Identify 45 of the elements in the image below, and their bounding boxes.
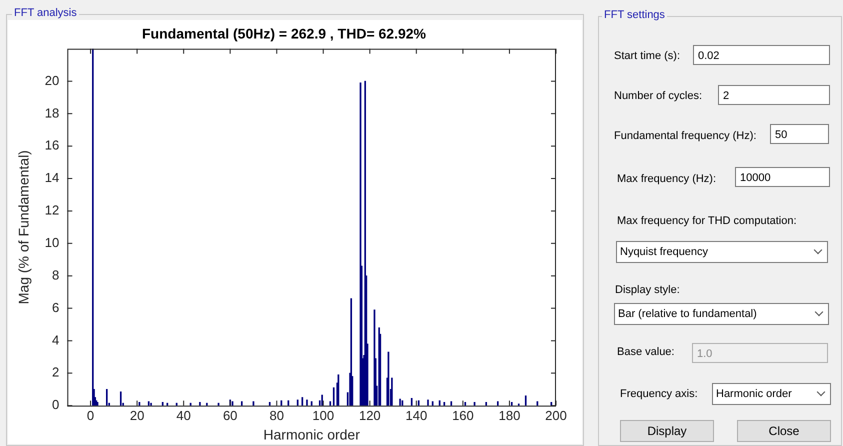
x-tick-label: 40 [176,408,191,423]
text: FFT analysis [14,7,77,19]
y-tick-label: 16 [44,138,60,153]
dropdown: Bar (relative to fundamental) [614,303,829,325]
text-field: 10000 [735,167,830,187]
text: Base value: [617,346,674,358]
text: Number of cycles: [614,90,702,102]
text-field: 0.02 [693,45,830,65]
x-tick-label: 60 [222,408,238,423]
dropdown: Harmonic order [712,383,831,405]
text-field: 2 [718,85,830,105]
x-tick-label: 180 [498,408,520,423]
text: Fundamental frequency (Hz): [614,130,756,142]
chart-title: Fundamental (50Hz) = 262.9 , THD= 62.92% [142,25,427,42]
text: Max frequency (Hz): [617,173,716,185]
x-tick-label: 20 [130,408,144,423]
y-axis-title: Mag (% of Fundamental) [15,150,32,304]
y-tick-label: 8 [52,267,60,282]
x-tick-label: 160 [452,408,474,423]
x-tick-label: 200 [545,408,567,423]
x-tick-label: 80 [269,408,284,423]
y-tick-label: 0 [52,397,60,412]
text: Max frequency for THD computation: [617,215,797,227]
x-tick-label: 140 [406,408,428,423]
text: Display style: [615,284,680,296]
y-tick-label: 14 [44,170,60,186]
button: Close [737,420,831,442]
y-tick-label: 12 [44,202,60,218]
y-tick-label: 4 [52,332,60,348]
text: FFT settings [604,9,665,21]
x-axis-title: Harmonic order [263,426,360,442]
text: Start time (s): [614,50,680,62]
x-tick-label: 120 [358,408,381,423]
text-field: 1.0 [692,343,828,363]
y-tick-label: 18 [44,105,60,120]
y-tick-label: 6 [52,300,60,315]
x-tick-label: 0 [86,408,94,423]
y-tick-label: 20 [44,72,60,88]
text-field: 50 [770,124,829,144]
y-tick-label: 2 [52,364,60,380]
button: Display [620,420,714,442]
text: Frequency axis: [620,388,698,400]
dropdown: Nyquist frequency [616,241,828,263]
y-tick-label: 10 [44,234,60,250]
x-tick-label: 100 [312,408,334,423]
